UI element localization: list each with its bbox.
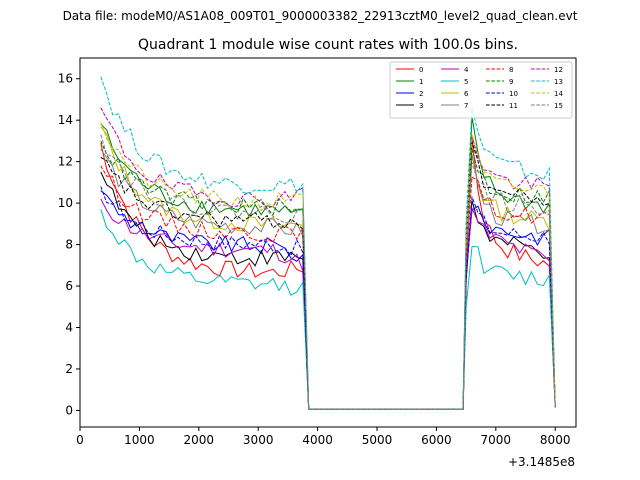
series-line-1 <box>100 116 556 410</box>
plot-frame <box>79 57 577 428</box>
legend-label-7: 7 <box>464 102 468 110</box>
figure-suptitle: Data file: modeM0/AS1A08_009T01_90000033… <box>63 9 578 23</box>
x-tick-label: 0 <box>76 433 84 447</box>
chart-title: Quadrant 1 module wise count rates with … <box>138 37 518 53</box>
series-line-4 <box>100 198 556 410</box>
series-line-3 <box>100 171 556 410</box>
series-line-11 <box>100 141 556 410</box>
legend-label-3: 3 <box>419 102 423 110</box>
series-line-5 <box>100 209 556 410</box>
series-line-12 <box>100 107 556 410</box>
x-tick-label: 6000 <box>421 433 452 447</box>
legend-label-11: 11 <box>509 102 518 110</box>
y-axis: 0 2 4 6 8 10 12 14 16 <box>58 72 80 417</box>
legend-label-5: 5 <box>464 78 468 86</box>
y-tick-label: 0 <box>65 403 73 417</box>
x-tick-label: 4000 <box>302 433 333 447</box>
series-line-0 <box>100 137 556 410</box>
x-axis-offset-label: +3.1485e8 <box>508 455 575 469</box>
x-axis: 0 1000 2000 3000 4000 5000 6000 7000 8000 <box>76 427 570 447</box>
legend-label-1: 1 <box>419 78 423 86</box>
series-line-10 <box>100 186 556 410</box>
legend-label-6: 6 <box>464 90 469 98</box>
legend-label-10: 10 <box>509 90 518 98</box>
series-line-15 <box>100 134 556 410</box>
x-tick-label: 8000 <box>540 433 571 447</box>
legend-label-14: 14 <box>554 90 563 98</box>
y-tick-label: 10 <box>58 196 73 210</box>
series-line-14 <box>100 122 556 410</box>
series-line-7 <box>100 148 556 410</box>
legend-frame <box>389 61 573 119</box>
series-line-6 <box>100 126 556 410</box>
legend-label-9: 9 <box>509 78 513 86</box>
x-tick-label: 1000 <box>124 433 155 447</box>
series-line-13 <box>100 76 556 410</box>
legend-label-4: 4 <box>464 66 469 74</box>
x-tick-label: 2000 <box>184 433 215 447</box>
y-tick-label: 4 <box>65 320 73 334</box>
y-tick-label: 16 <box>58 72 73 86</box>
y-tick-label: 12 <box>58 155 73 169</box>
y-tick-label: 14 <box>58 113 73 127</box>
y-tick-label: 2 <box>65 362 73 376</box>
legend-label-15: 15 <box>554 102 563 110</box>
legend-label-12: 12 <box>554 66 563 74</box>
series-layer <box>100 76 556 410</box>
y-tick-label: 8 <box>65 238 73 252</box>
x-tick-label: 7000 <box>481 433 512 447</box>
y-tick-label: 6 <box>65 279 73 293</box>
legend-label-8: 8 <box>509 66 513 74</box>
x-tick-label: 3000 <box>243 433 274 447</box>
series-line-9 <box>100 140 556 410</box>
series-line-8 <box>100 165 556 410</box>
legend-label-2: 2 <box>419 90 423 98</box>
legend-label-0: 0 <box>419 66 423 74</box>
x-tick-label: 5000 <box>362 433 393 447</box>
legend-label-13: 13 <box>554 78 563 86</box>
